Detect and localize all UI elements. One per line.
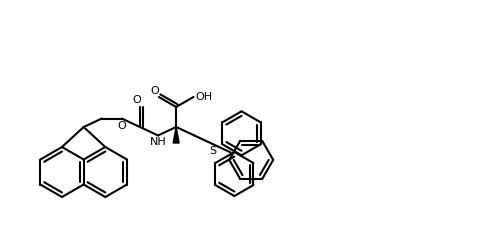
Text: OH: OH: [195, 92, 212, 102]
Text: NH: NH: [150, 137, 166, 147]
Polygon shape: [173, 127, 179, 143]
Text: O: O: [133, 95, 141, 105]
Text: O: O: [117, 120, 126, 131]
Text: O: O: [151, 86, 159, 96]
Text: S: S: [209, 146, 216, 156]
